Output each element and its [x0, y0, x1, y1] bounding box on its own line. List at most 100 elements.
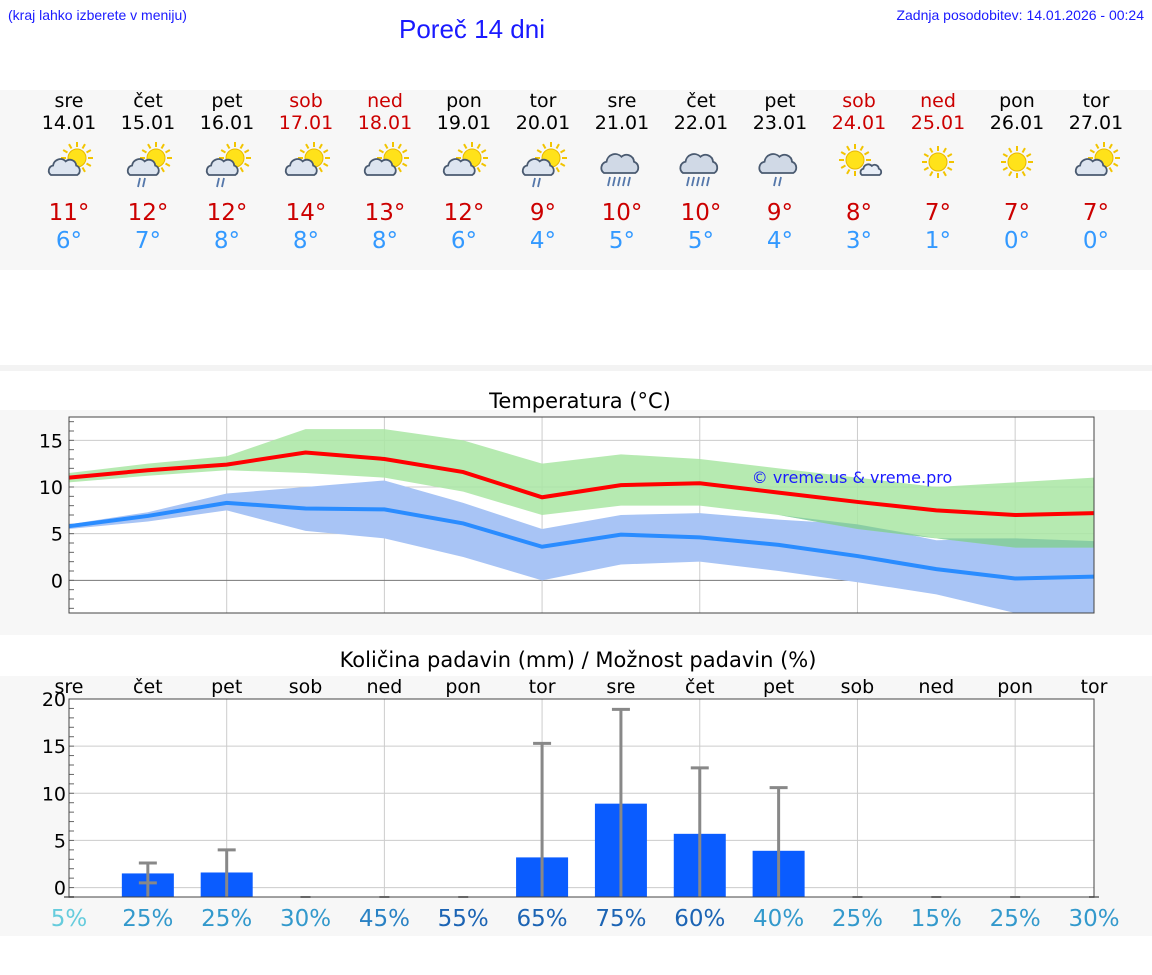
day-date: 21.01: [595, 112, 649, 134]
temp-max: 7°: [1083, 200, 1109, 226]
min-range-band: [69, 480, 1094, 613]
temp-min: 3°: [846, 228, 872, 254]
sun-ray: [476, 143, 481, 149]
sun-ray: [1008, 171, 1013, 177]
day-date: 24.01: [832, 112, 886, 134]
cloud: [363, 158, 397, 176]
y-tick-label: 5: [54, 830, 66, 852]
day-name: tor: [1083, 90, 1110, 112]
sun-ray: [384, 143, 389, 149]
day-name: ned: [367, 90, 403, 112]
sun-ray: [457, 149, 463, 154]
cloudy-light-rain-icon: [758, 153, 798, 187]
cloud: [859, 163, 883, 176]
sun-ray: [947, 153, 953, 158]
y-tick-label: 10: [42, 783, 66, 805]
rain-drop: [617, 176, 621, 187]
sun-ray: [62, 149, 68, 154]
temp-min: 0°: [1083, 228, 1109, 254]
temp-max: 12°: [444, 200, 485, 226]
sun-ray: [942, 147, 947, 153]
partly-cloudy-icon: [363, 142, 409, 176]
sun-ray: [86, 149, 92, 154]
temp-min: 8°: [214, 228, 240, 254]
location-menu-hint[interactable]: (kraj lahko izberete v meniju): [8, 7, 187, 23]
sun-ray: [463, 143, 468, 149]
day-name: pon: [446, 90, 482, 112]
precip-probability: 75%: [595, 906, 646, 932]
cloud: [442, 158, 476, 176]
y-tick-label: 0: [54, 878, 66, 900]
sun-ray: [481, 162, 487, 167]
x-category-label: pon: [997, 676, 1033, 698]
temp-max: 11°: [49, 200, 90, 226]
temp-min: 0°: [1004, 228, 1030, 254]
sun-ray: [397, 167, 402, 173]
day-name: čet: [133, 90, 163, 112]
day-name: pet: [764, 90, 795, 112]
sun-ray: [1108, 143, 1113, 149]
day-name: tor: [530, 90, 557, 112]
rain-drop: [627, 176, 631, 187]
sun-disc: [845, 150, 865, 170]
rain-drop: [706, 176, 710, 187]
precip-probability: 25%: [990, 906, 1041, 932]
sun-ray: [1113, 149, 1119, 154]
cloud: [679, 153, 719, 174]
partly-cloudy-icon: [47, 142, 93, 176]
sun-ray: [1002, 153, 1008, 158]
partly-cloudy-icon: [1074, 142, 1120, 176]
x-category-label: čet: [685, 676, 715, 698]
overlap-band: [69, 470, 1094, 548]
sun: [1001, 146, 1033, 178]
day-date: 16.01: [200, 112, 254, 134]
temp-min: 4°: [767, 228, 793, 254]
sun-ray: [160, 143, 165, 149]
temp-min: 7°: [135, 228, 161, 254]
cloud: [205, 158, 239, 176]
x-category-label: sre: [55, 676, 84, 698]
temp-min: 5°: [688, 228, 714, 254]
rain-drop: [216, 177, 220, 188]
watermark: © vreme.us & vreme.pro: [752, 468, 953, 487]
sun-icon: [1001, 146, 1033, 178]
precip-probability: 25%: [122, 906, 173, 932]
temp-max: 10°: [681, 200, 722, 226]
temperature-title: Temperatura (°C): [488, 389, 671, 413]
sun-ray: [947, 166, 953, 171]
precip-probability: 25%: [832, 906, 883, 932]
sun-ray: [323, 162, 329, 167]
sun-ray: [560, 149, 566, 154]
day-date: 17.01: [279, 112, 333, 134]
sun-ray: [1095, 143, 1100, 149]
precip-probability: 25%: [201, 906, 252, 932]
rain-drop: [773, 176, 777, 187]
sun-ray: [378, 149, 384, 154]
cloud: [126, 158, 160, 176]
sun-ray: [481, 149, 487, 154]
precip-probability: 40%: [753, 906, 804, 932]
sun-ray: [86, 162, 92, 167]
rain-drop: [221, 177, 225, 188]
sun-ray: [942, 171, 947, 177]
sun-ray: [1113, 162, 1119, 167]
temp-min: 6°: [451, 228, 477, 254]
sun-ray: [318, 143, 323, 149]
day-name: sre: [55, 90, 84, 112]
y-tick-label: 20: [42, 689, 66, 711]
sun-ray: [1026, 153, 1032, 158]
x-category-label: pet: [763, 676, 794, 698]
rain: [607, 176, 631, 187]
rain: [216, 177, 225, 188]
rain: [773, 176, 782, 187]
temp-max: 8°: [846, 200, 872, 226]
sun-ray: [555, 167, 560, 173]
day-date: 27.01: [1069, 112, 1123, 134]
plot-border: [68, 416, 1095, 614]
